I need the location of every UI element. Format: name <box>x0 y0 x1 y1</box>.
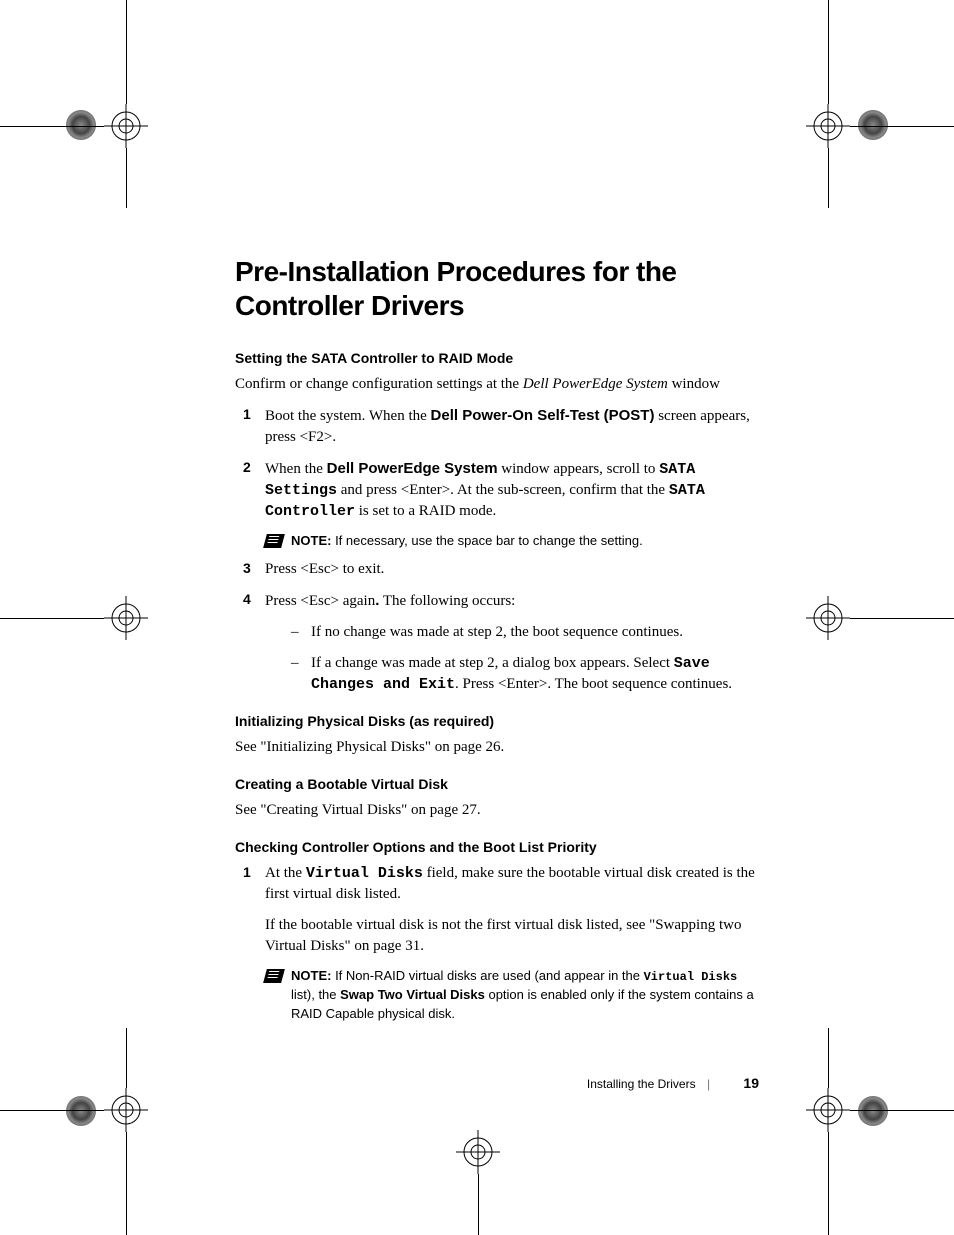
cropline-v-bl2 <box>126 1028 127 1088</box>
intro-text: Confirm or change configuration settings… <box>235 374 760 395</box>
s4-step1-pre: At the <box>265 865 306 881</box>
regmark-top-left <box>104 104 148 148</box>
medallion-bot-right <box>858 1096 888 1126</box>
heading-init: Initializing Physical Disks (as required… <box>235 713 760 729</box>
note-label: NOTE: <box>291 533 331 548</box>
cropline-v-tr2 <box>828 148 829 208</box>
heading-create: Creating a Bootable Virtual Disk <box>235 776 760 792</box>
step-num: 2 <box>243 458 251 478</box>
footer-section: Installing the Drivers <box>587 1077 696 1091</box>
medallion-top-right <box>858 110 888 140</box>
cropline-h-ml <box>0 618 104 619</box>
step2-mid1: window appears, scroll to <box>498 461 660 477</box>
cropline-v-tr <box>828 0 829 104</box>
cropline-h-bl <box>0 1110 104 1111</box>
cropline-v-br2 <box>828 1028 829 1088</box>
step-1: 1 Boot the system. When the Dell Power-O… <box>235 405 760 448</box>
note2-pre: If Non-RAID virtual disks are used (and … <box>331 968 643 983</box>
cropline-v-br <box>828 1132 829 1235</box>
cropline-v-tl2 <box>126 148 127 208</box>
step-num: 1 <box>243 863 251 883</box>
step2-post: is set to a RAID mode. <box>355 503 496 519</box>
note-1: NOTE: If necessary, use the space bar to… <box>265 532 760 551</box>
cropline-v-bl <box>126 1132 127 1235</box>
cropline-h-br <box>850 1110 954 1111</box>
note-label-2: NOTE: <box>291 968 331 983</box>
note-2: NOTE: If Non-RAID virtual disks are used… <box>265 967 760 1024</box>
cropline-v-tl <box>126 0 127 104</box>
s4-step-1: 1 At the Virtual Disks field, make sure … <box>235 863 760 957</box>
section2-text: See "Initializing Physical Disks" on pag… <box>235 737 760 758</box>
s4-para2: If the bootable virtual disk is not the … <box>265 915 760 957</box>
step4-pre: Press <Esc> again <box>265 593 375 609</box>
note-text: NOTE: If necessary, use the space bar to… <box>291 532 643 551</box>
step2-bold1: Dell PowerEdge System <box>327 460 498 477</box>
heading-check: Checking Controller Options and the Boot… <box>235 839 760 855</box>
step-num: 1 <box>243 405 251 425</box>
page-footer: Installing the Drivers | 19 <box>587 1075 759 1091</box>
intro-post: window <box>668 376 720 392</box>
page-number: 19 <box>743 1075 759 1091</box>
step1-pre: Boot the system. When the <box>265 408 431 424</box>
bullet-2: If a change was made at step 2, a dialog… <box>291 653 760 695</box>
bullet2-post: . Press <Enter>. The boot sequence conti… <box>455 676 732 692</box>
regmark-bot-right <box>806 1088 850 1132</box>
step2-pre: When the <box>265 461 327 477</box>
bullet2-pre: If a change was made at step 2, a dialog… <box>311 655 674 671</box>
sub-bullets: If no change was made at step 2, the boo… <box>291 622 760 695</box>
cropline-h-tr <box>850 126 954 127</box>
medallion-bot-left <box>66 1096 96 1126</box>
cropline-h-mr <box>850 618 954 619</box>
page-content: Pre-Installation Procedures for the Cont… <box>235 255 760 1032</box>
medallion-top-left <box>66 110 96 140</box>
note2-mono1: Virtual Disks <box>644 970 738 984</box>
intro-pre: Confirm or change configuration settings… <box>235 376 523 392</box>
step4-post: The following occurs: <box>379 593 515 609</box>
regmark-mid-left <box>104 596 148 640</box>
step-4: 4 Press <Esc> again. The following occur… <box>235 590 760 612</box>
note2-bold: Swap Two Virtual Disks <box>340 987 485 1002</box>
note-icon <box>263 534 285 548</box>
intro-em: Dell PowerEdge System <box>523 376 668 392</box>
footer-separator: | <box>707 1077 710 1091</box>
step1-bold: Dell Power-On Self-Test (POST) <box>431 407 655 424</box>
note-icon <box>263 969 285 983</box>
regmark-top-right <box>806 104 850 148</box>
main-title: Pre-Installation Procedures for the Cont… <box>235 255 760 322</box>
step2-mid2: and press <Enter>. At the sub-screen, co… <box>337 482 669 498</box>
step-num: 3 <box>243 559 251 579</box>
step3-text: Press <Esc> to exit. <box>265 561 384 577</box>
step-3: 3 Press <Esc> to exit. <box>235 559 760 580</box>
note-text-2: NOTE: If Non-RAID virtual disks are used… <box>291 967 760 1024</box>
regmark-mid-bottom <box>456 1130 500 1174</box>
step-num: 4 <box>243 590 251 610</box>
note-body: If necessary, use the space bar to chang… <box>331 533 642 548</box>
steps-list-1: 1 Boot the system. When the Dell Power-O… <box>235 405 760 522</box>
bullet-1: If no change was made at step 2, the boo… <box>291 622 760 643</box>
regmark-mid-right <box>806 596 850 640</box>
heading-sata: Setting the SATA Controller to RAID Mode <box>235 350 760 366</box>
section3-text: See "Creating Virtual Disks" on page 27. <box>235 800 760 821</box>
steps-list-2: 1 At the Virtual Disks field, make sure … <box>235 863 760 957</box>
steps-list-1b: 3 Press <Esc> to exit. 4 Press <Esc> aga… <box>235 559 760 612</box>
step-2: 2 When the Dell PowerEdge System window … <box>235 458 760 522</box>
note2-mid: list), the <box>291 987 340 1002</box>
cropline-h-tl <box>0 126 104 127</box>
s4-step1-mono: Virtual Disks <box>306 865 423 882</box>
regmark-bot-left <box>104 1088 148 1132</box>
cropline-v-mb <box>478 1174 479 1235</box>
